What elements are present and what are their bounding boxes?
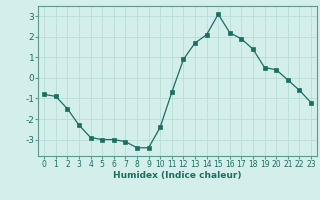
X-axis label: Humidex (Indice chaleur): Humidex (Indice chaleur) [113, 171, 242, 180]
